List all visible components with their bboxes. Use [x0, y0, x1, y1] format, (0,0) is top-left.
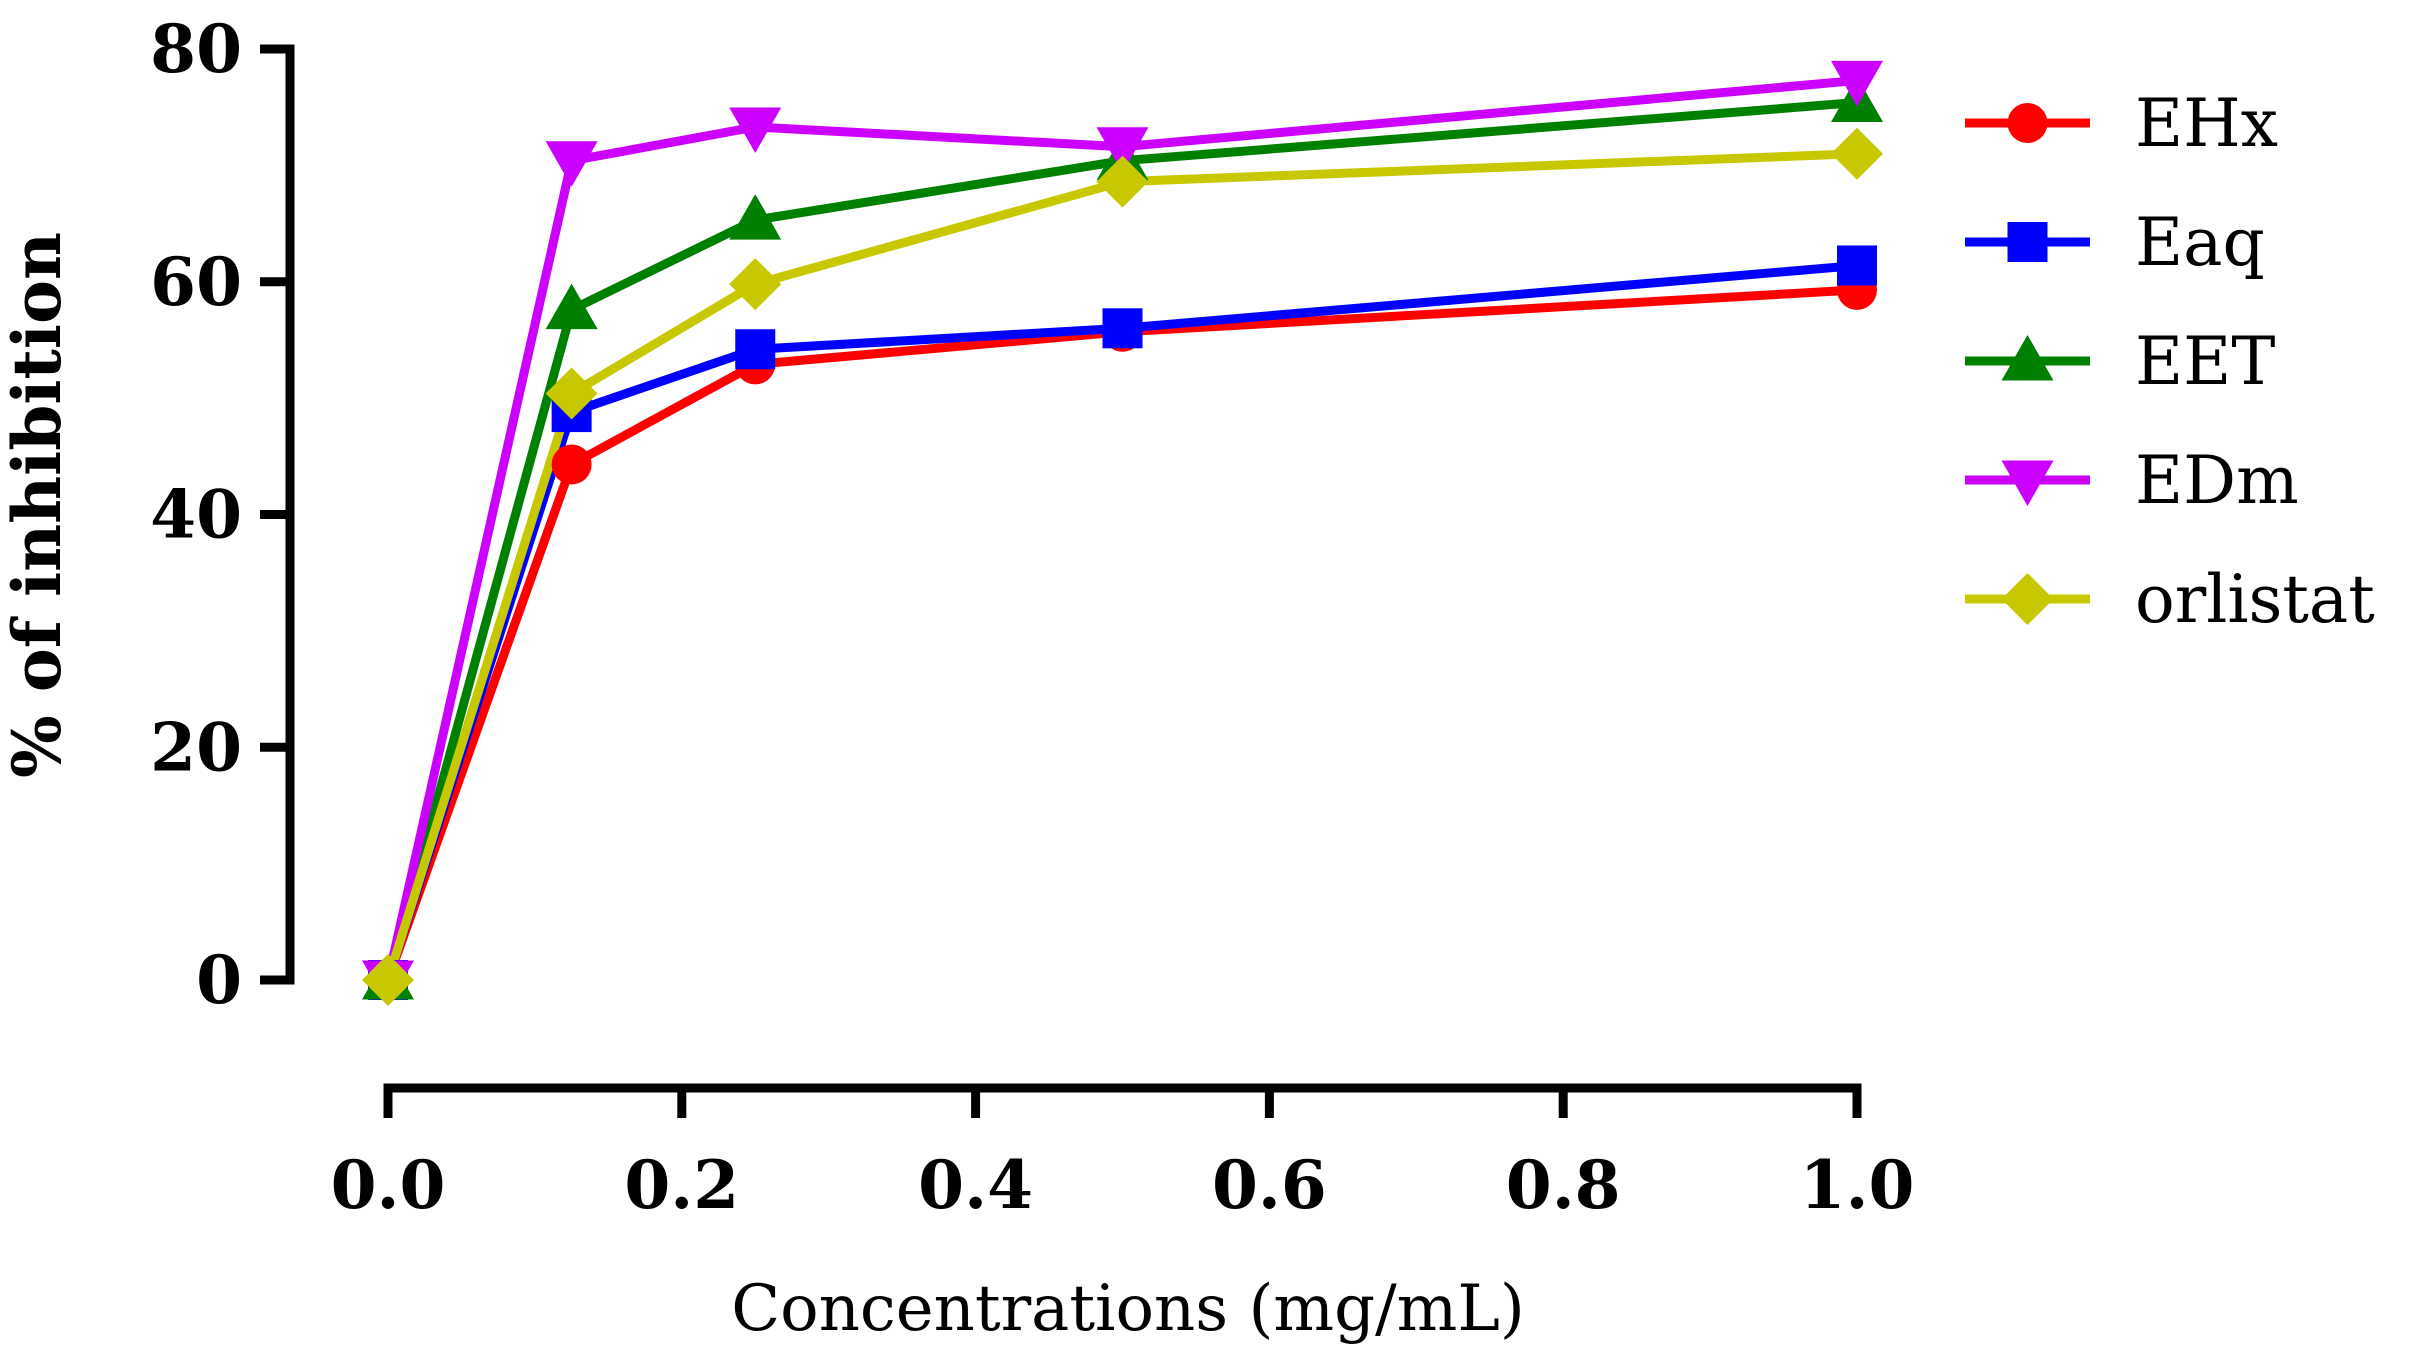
data-point-orlistat [1096, 155, 1149, 208]
x-tick-label: 0.0 [331, 1146, 446, 1224]
legend-label-eet: EET [2135, 323, 2275, 400]
x-tick-label: 0.4 [918, 1146, 1033, 1224]
data-point-ehx [551, 444, 592, 485]
legend-marker-ehx [2007, 103, 2048, 143]
data-point-eet [545, 283, 598, 330]
data-point-eaq [1837, 245, 1877, 286]
legend-marker-eaq [2007, 222, 2048, 262]
legend-label-orlistat: orlistat [2135, 561, 2375, 638]
data-point-orlistat [729, 258, 782, 311]
data-point-eet [729, 194, 782, 240]
data-point-edm [1096, 127, 1149, 173]
legend: EHx Eaq EET EDm orlistat [1965, 85, 2375, 638]
y-tick-label: 20 [150, 708, 242, 786]
legend-marker-eet [2001, 335, 2054, 381]
x-axis-title: Concentrations (mg/mL) [731, 1272, 1525, 1346]
y-tick-label: 40 [150, 476, 242, 554]
legend-marker-edm [2001, 460, 2054, 506]
axes: 0 20 40 60 80 0.0 0.2 0.4 0.6 0.8 1.0 [150, 10, 1914, 1224]
y-tick-label: 60 [150, 243, 242, 321]
data-point-edm [729, 107, 782, 153]
data-point-orlistat [545, 367, 598, 420]
legend-marker-orlistat [2001, 573, 2054, 625]
data-point-orlistat [1831, 127, 1883, 180]
data-point-orlistat [362, 954, 414, 1006]
series-line-eet [383, 98, 1858, 982]
legend-label-edm: EDm [2135, 442, 2299, 519]
series-line-orlistat [383, 149, 1858, 982]
y-tick-label: 80 [150, 10, 242, 88]
x-tick-label: 0.6 [1212, 1146, 1327, 1224]
series-lines [362, 60, 1883, 1006]
data-point-eaq [735, 329, 776, 370]
data-point-edm [1831, 60, 1883, 107]
y-axis-title: % of inhibition [0, 232, 76, 778]
x-tick-label: 1.0 [1800, 1146, 1915, 1224]
legend-label-eaq: Eaq [2135, 204, 2265, 281]
data-point-edm [545, 141, 598, 187]
y-tick-label: 0 [196, 941, 242, 1019]
series-line-edm [383, 75, 1858, 981]
x-tick-label: 0.8 [1506, 1146, 1621, 1224]
data-point-eaq [1102, 308, 1143, 349]
series-line-ehx [383, 285, 1858, 982]
x-tick-label: 0.2 [624, 1146, 739, 1224]
legend-label-ehx: EHx [2135, 85, 2278, 162]
